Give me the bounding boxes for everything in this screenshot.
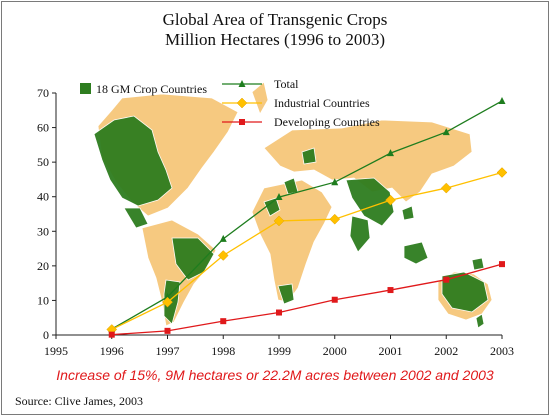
gm-png: [471, 257, 485, 271]
gm-south-africa: [277, 283, 295, 305]
y-tick-label: 60: [37, 121, 49, 135]
gm-philippines: [401, 205, 415, 221]
data-point-industrial-countries: [496, 167, 508, 178]
x-tick-label: 1999: [267, 344, 291, 358]
gm-india: [349, 215, 371, 253]
gm-new-zealand: [475, 313, 485, 329]
series-layer: [106, 96, 508, 338]
gm-spain: [263, 197, 281, 217]
greenland-shape: [251, 81, 269, 115]
chart-title: Global Area of Transgenic Crops: [162, 10, 388, 29]
x-tick-label: 2002: [434, 344, 458, 358]
legend-marker-total: [238, 80, 246, 87]
y-tick-label: 50: [37, 155, 49, 169]
data-point-developing-countries: [499, 261, 505, 268]
series-line-developing-countries: [111, 263, 503, 336]
data-point-total: [219, 234, 227, 242]
series-line-industrial-countries: [111, 171, 503, 331]
x-tick-label: 1995: [44, 344, 68, 358]
source-note: Source: Clive James, 2003: [15, 394, 143, 408]
data-point-industrial-countries: [273, 215, 285, 227]
x-tick-label: 1998: [211, 344, 235, 358]
y-tick-label: 20: [37, 259, 49, 273]
legend-label-total: Total: [274, 77, 299, 91]
y-tick-label: 30: [37, 224, 49, 238]
series-line-total: [111, 100, 503, 330]
x-tick-label: 1996: [100, 344, 124, 358]
legend-marker-industrial-countries: [236, 97, 248, 109]
data-point-total: [387, 149, 394, 157]
gm-indonesia: [403, 241, 429, 265]
data-point-total: [442, 128, 450, 136]
data-point-developing-countries: [164, 327, 171, 334]
data-point-total: [331, 178, 339, 186]
chart-subtitle: Million Hectares (1996 to 2003): [164, 30, 385, 49]
map-legend-label: 18 GM Crop Countries: [96, 82, 207, 96]
legend: 18 GM Crop Countries Total Industrial Coun…: [80, 77, 380, 129]
data-point-developing-countries: [220, 318, 227, 325]
data-point-total: [164, 292, 171, 300]
x-tick-label: 2000: [323, 344, 347, 358]
gm-china: [345, 177, 395, 227]
y-tick-label: 0: [43, 328, 49, 342]
data-point-total: [275, 193, 283, 201]
y-tick-label: 70: [37, 86, 49, 100]
data-point-developing-countries: [387, 287, 394, 294]
map-legend-swatch: [80, 83, 91, 94]
data-point-total: [498, 96, 506, 104]
gm-mexico: [123, 207, 149, 229]
legend-label-industrial-countries: Industrial Countries: [274, 96, 370, 110]
y-tick-label: 40: [37, 190, 49, 204]
legend-marker-developing-countries: [239, 119, 245, 125]
data-point-industrial-countries: [217, 250, 229, 261]
data-point-industrial-countries: [162, 296, 173, 308]
world-map: [93, 81, 493, 329]
gm-germany: [301, 147, 317, 165]
data-point-industrial-countries: [385, 194, 396, 206]
annotation-text: Increase of 15%, 9M hectares or 22.2M ac…: [56, 367, 494, 383]
axes: 0 10 20 30 40 50 60 70 1995 1996 1997 1998 1999 2000 2…: [37, 86, 514, 358]
gm-usa-canada: [93, 115, 173, 207]
data-point-industrial-countries: [440, 182, 452, 194]
data-point-developing-countries: [276, 309, 282, 316]
y-tick-label: 10: [37, 293, 49, 307]
chart-svg: 0 10 20 30 40 50 60 70 1995 1996 1997 1998 1999 2000 2…: [37, 77, 514, 358]
x-tick-label: 1997: [156, 344, 180, 358]
legend-label-developing-countries: Developing Countries: [274, 115, 380, 129]
data-point-developing-countries: [331, 296, 338, 303]
eurasia-shape: [263, 119, 473, 203]
south-america-shape: [141, 219, 217, 327]
data-point-developing-countries: [108, 331, 115, 338]
data-point-industrial-countries: [329, 213, 341, 225]
x-tick-label: 2003: [490, 344, 514, 358]
x-tick-label: 2001: [379, 344, 403, 358]
data-point-developing-countries: [443, 276, 450, 283]
